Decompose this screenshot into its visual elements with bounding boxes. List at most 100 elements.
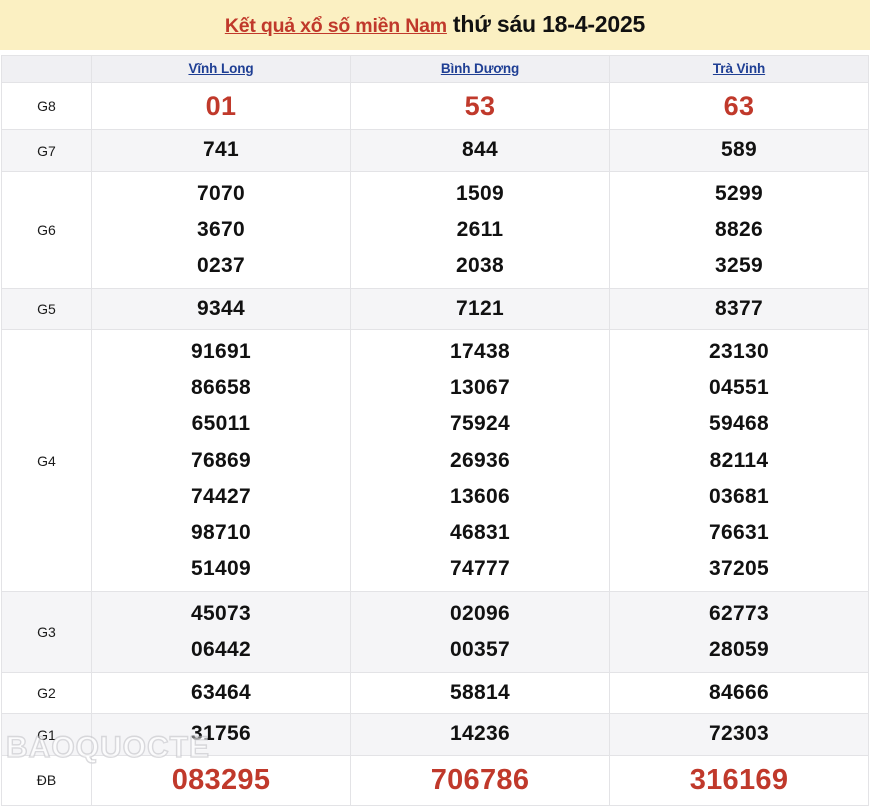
prize-number: 76631: [709, 520, 769, 544]
prize-number: 3670: [197, 217, 245, 241]
province-header-1[interactable]: Bình Dương: [350, 55, 610, 83]
prize-number: 04551: [709, 376, 769, 400]
prize-label: G2: [1, 672, 92, 715]
prize-number: 45073: [191, 601, 251, 625]
prize-number: 01: [205, 91, 237, 121]
prize-number: 06442: [191, 638, 251, 662]
table-row: G2 63464 58814 84666: [1, 672, 869, 715]
title-link[interactable]: Kết quả xổ số miền Nam: [224, 15, 447, 38]
prize-number: 72303: [709, 722, 769, 746]
prize-number: 53: [464, 91, 496, 121]
province-link-2[interactable]: Trà Vinh: [712, 61, 766, 76]
title-band: Kết quả xổ số miền Nam thứ sáu 18-4-2025: [0, 0, 870, 50]
lottery-results-table: Vĩnh Long Bình Dương Trà Vinh G8 01 53 63 G7…: [1, 55, 869, 806]
prize-number: 741: [203, 138, 239, 162]
table-row: ĐB 083295 706786 316169: [1, 754, 869, 806]
prize-cell: 589: [609, 129, 869, 172]
prize-cell: 8377: [609, 287, 869, 331]
prize-cell: 706786: [350, 754, 610, 806]
prize-number: 13606: [450, 484, 510, 508]
prize-label: G3: [1, 590, 92, 674]
prize-cell: 14236: [350, 713, 610, 756]
prize-cell: 7121: [350, 287, 610, 331]
prize-number: 083295: [171, 763, 271, 796]
prize-cell: 45073 06442: [91, 590, 351, 674]
prize-number: 844: [462, 138, 498, 162]
prize-column-header: [1, 55, 92, 83]
prize-cell: 63: [609, 81, 869, 131]
prize-number: 0237: [197, 253, 245, 277]
prize-number: 8377: [715, 296, 763, 320]
page-title: Kết quả xổ số miền Nam thứ sáu 18-4-2025: [224, 11, 646, 38]
prize-number: 74427: [191, 484, 251, 508]
prize-cell: 31756: [91, 713, 351, 756]
prize-cell: 316169: [609, 754, 869, 806]
prize-number: 76869: [191, 448, 251, 472]
prize-number: 7070: [197, 181, 245, 205]
prize-cell: 58814: [350, 672, 610, 715]
prize-number: 14236: [450, 722, 510, 746]
prize-number: 9344: [197, 296, 245, 320]
prize-number: 62773: [709, 601, 769, 625]
prize-label: G8: [1, 81, 92, 131]
prize-number: 82114: [709, 448, 769, 472]
table-row: G8 01 53 63: [1, 81, 869, 131]
province-header-2[interactable]: Trà Vinh: [609, 55, 869, 83]
prize-number: 63464: [191, 681, 251, 705]
table-header-row: Vĩnh Long Bình Dương Trà Vinh: [1, 55, 869, 83]
table-row: G6 7070 3670 0237 1509 2611 2038 5299 8826 3259: [1, 170, 869, 289]
prize-cell: 72303: [609, 713, 869, 756]
prize-cell: 1509 2611 2038: [350, 170, 610, 289]
prize-number: 26936: [450, 448, 510, 472]
prize-number: 23130: [709, 340, 769, 364]
prize-number: 37205: [709, 556, 769, 580]
prize-number: 51409: [191, 556, 251, 580]
prize-cell: 844: [350, 129, 610, 172]
prize-label: ĐB: [1, 754, 92, 806]
province-link-0[interactable]: Vĩnh Long: [188, 61, 254, 76]
prize-label: G5: [1, 287, 92, 331]
title-date: thứ sáu 18-4-2025: [452, 11, 646, 38]
prize-cell: 62773 28059: [609, 590, 869, 674]
prize-number: 2611: [456, 217, 504, 241]
prize-number: 84666: [709, 681, 769, 705]
prize-number: 02096: [450, 601, 510, 625]
prize-cell: 02096 00357: [350, 590, 610, 674]
prize-cell: 23130 04551 59468 82114 03681 76631 37205: [609, 329, 869, 592]
prize-number: 31756: [191, 722, 251, 746]
prize-cell: 9344: [91, 287, 351, 331]
prize-number: 17438: [450, 340, 510, 364]
prize-number: 8826: [715, 217, 763, 241]
prize-cell: 53: [350, 81, 610, 131]
prize-cell: 91691 86658 65011 76869 74427 98710 51409: [91, 329, 351, 592]
prize-number: 28059: [709, 638, 769, 662]
prize-cell: 7070 3670 0237: [91, 170, 351, 289]
prize-number: 7121: [456, 296, 504, 320]
prize-label: G7: [1, 129, 92, 172]
prize-number: 00357: [450, 638, 510, 662]
table-row: G1 31756 14236 72303: [1, 713, 869, 756]
prize-number: 65011: [191, 412, 251, 436]
prize-number: 59468: [709, 412, 769, 436]
prize-number: 91691: [191, 340, 251, 364]
prize-number: 316169: [689, 763, 789, 796]
prize-cell: 083295: [91, 754, 351, 806]
prize-number: 3259: [715, 253, 763, 277]
prize-cell: 01: [91, 81, 351, 131]
prize-number: 63: [723, 91, 755, 121]
prize-number: 58814: [450, 681, 510, 705]
prize-cell: 84666: [609, 672, 869, 715]
prize-number: 75924: [450, 412, 510, 436]
prize-number: 13067: [450, 376, 510, 400]
table-row: G7 741 844 589: [1, 129, 869, 172]
prize-number: 5299: [715, 181, 763, 205]
prize-cell: 741: [91, 129, 351, 172]
prize-cell: 5299 8826 3259: [609, 170, 869, 289]
province-header-0[interactable]: Vĩnh Long: [91, 55, 351, 83]
prize-number: 706786: [430, 763, 530, 796]
table-row: G5 9344 7121 8377: [1, 287, 869, 331]
province-link-1[interactable]: Bình Dương: [440, 61, 520, 76]
prize-cell: 17438 13067 75924 26936 13606 46831 74777: [350, 329, 610, 592]
prize-label: G6: [1, 170, 92, 289]
